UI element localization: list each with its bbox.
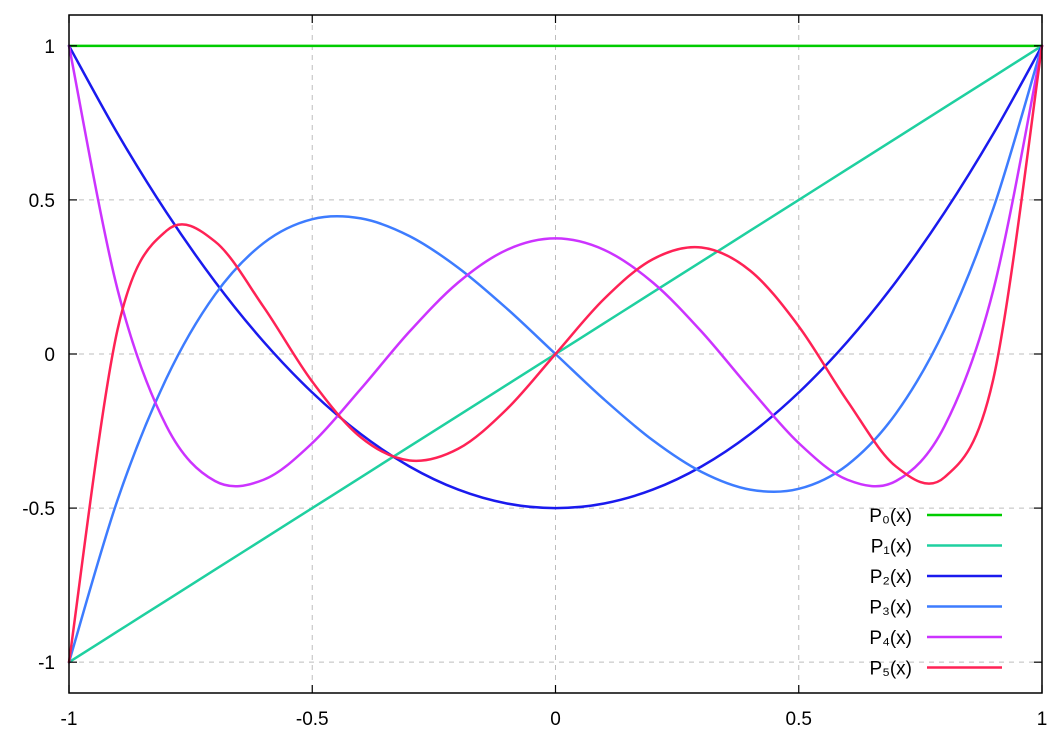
- y-tick-label: 1: [44, 37, 55, 58]
- legend-entry-p1: P₁(x): [871, 537, 1002, 558]
- x-tick-label: -1: [61, 709, 78, 730]
- x-tick-label: 0: [550, 709, 561, 730]
- x-tick-label: 1: [1037, 709, 1048, 730]
- y-tick-label: -0.5: [22, 499, 55, 520]
- x-tick-label: 0.5: [786, 709, 812, 730]
- axis-ticks: [68, 15, 1043, 693]
- y-tick-label: -1: [38, 653, 55, 674]
- legend-entry-p0: P₀(x): [869, 506, 1002, 527]
- x-axis-tick-labels: -1 -0.5 0 0.5 1: [61, 709, 1048, 730]
- legend-label: P₁(x): [871, 537, 912, 558]
- series-line-p2: [67, 44, 1044, 510]
- series-line-p4: [67, 44, 1044, 488]
- legend-entry-p3: P₃(x): [869, 598, 1002, 619]
- legend-label: P₂(x): [870, 567, 912, 588]
- legend-label: P₅(x): [870, 659, 912, 680]
- series-line-p5: [67, 44, 1044, 664]
- legend-entry-p4: P₄(x): [869, 628, 1002, 649]
- x-tick-label: -0.5: [296, 709, 329, 730]
- y-axis-tick-labels: -1 -0.5 0 0.5 1: [22, 37, 55, 674]
- y-tick-label: 0: [44, 345, 55, 366]
- y-tick-label: 0.5: [29, 191, 55, 212]
- legend-entry-p2: P₂(x): [870, 567, 1002, 588]
- legend-label: P₀(x): [869, 506, 912, 527]
- legend-label: P₃(x): [869, 598, 912, 619]
- legend-label: P₄(x): [869, 628, 912, 649]
- plot-lines: [67, 44, 1044, 664]
- legend: P₀(x) P₁(x) P₂(x) P₃(x) P₄(x) P₅(x): [869, 506, 1002, 680]
- legend-entry-p5: P₅(x): [870, 659, 1002, 680]
